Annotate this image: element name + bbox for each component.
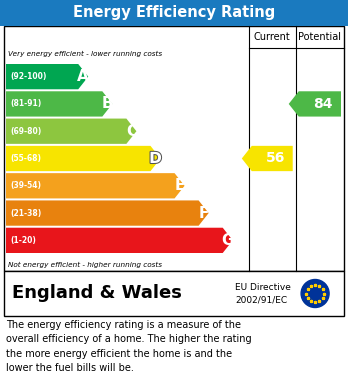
Text: B: B: [102, 97, 113, 111]
Bar: [0, 0, 348, 26]
Text: Potential: Potential: [298, 32, 341, 42]
Text: E: E: [174, 178, 185, 193]
Polygon shape: [6, 91, 112, 117]
Text: (69-80): (69-80): [10, 127, 41, 136]
Text: A: A: [77, 69, 89, 84]
Polygon shape: [6, 64, 88, 89]
Text: Not energy efficient - higher running costs: Not energy efficient - higher running co…: [8, 262, 162, 268]
Polygon shape: [289, 91, 341, 117]
Text: (1-20): (1-20): [10, 236, 36, 245]
Text: Current: Current: [254, 32, 291, 42]
Text: 56: 56: [266, 151, 285, 165]
Bar: [4, 26, 344, 271]
Polygon shape: [6, 173, 184, 198]
Polygon shape: [6, 146, 160, 171]
Polygon shape: [242, 146, 293, 171]
Text: (21-38): (21-38): [10, 208, 41, 217]
Text: (39-54): (39-54): [10, 181, 41, 190]
Text: (92-100): (92-100): [10, 72, 46, 81]
Text: D: D: [149, 151, 162, 166]
Polygon shape: [6, 201, 209, 226]
Text: England & Wales: England & Wales: [12, 285, 182, 303]
Polygon shape: [6, 118, 136, 144]
Text: C: C: [126, 124, 137, 139]
Circle shape: [301, 280, 329, 307]
Text: F: F: [198, 206, 209, 221]
Polygon shape: [6, 228, 233, 253]
Text: 84: 84: [313, 97, 333, 111]
Text: G: G: [221, 233, 234, 248]
Text: (55-68): (55-68): [10, 154, 41, 163]
Text: Very energy efficient - lower running costs: Very energy efficient - lower running co…: [8, 51, 162, 57]
Text: Energy Efficiency Rating: Energy Efficiency Rating: [73, 5, 275, 20]
Text: EU Directive
2002/91/EC: EU Directive 2002/91/EC: [235, 283, 291, 304]
Text: The energy efficiency rating is a measure of the
overall efficiency of a home. T: The energy efficiency rating is a measur…: [6, 320, 252, 373]
Text: (81-91): (81-91): [10, 99, 41, 108]
Bar: [4, 271, 344, 316]
